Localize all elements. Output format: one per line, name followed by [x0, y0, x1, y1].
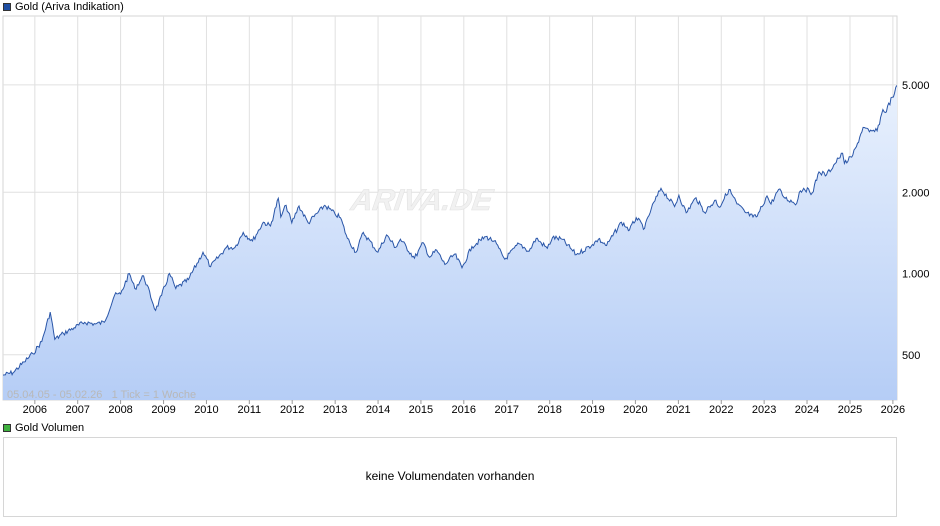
price-legend-swatch — [3, 3, 11, 11]
x-tick-label: 2008 — [108, 404, 132, 416]
x-tick-label: 2014 — [366, 404, 390, 416]
price-chart: ARIVA.DE 500 1.000 2.000 5.000 2006 2007 2008… — [2, 15, 930, 416]
x-tick-label: 2024 — [795, 404, 819, 416]
price-line — [3, 85, 897, 377]
volume-legend-label: Gold Volumen — [15, 422, 85, 434]
y-axis: 500 1.000 2.000 5.000 — [902, 80, 930, 362]
volume-legend: Gold Volumen — [3, 421, 84, 435]
x-tick-label: 2011 — [237, 404, 261, 416]
price-area — [3, 85, 897, 400]
x-tick-label: 2009 — [151, 404, 175, 416]
volume-panel: keine Volumendaten vorhanden — [3, 437, 897, 517]
x-tick-label: 2006 — [23, 404, 47, 416]
y-tick-label: 5.000 — [902, 80, 930, 92]
x-tick-label: 2026 — [881, 404, 905, 416]
x-tick-label: 2017 — [495, 404, 519, 416]
volume-empty-message: keine Volumendaten vorhanden — [365, 469, 535, 483]
x-tick-label: 2022 — [709, 404, 733, 416]
y-tick-label: 500 — [902, 350, 920, 362]
volume-legend-swatch — [3, 424, 11, 432]
x-tick-label: 2012 — [280, 404, 304, 416]
x-tick-label: 2010 — [194, 404, 218, 416]
x-tick-label: 2025 — [838, 404, 862, 416]
x-tick-label: 2015 — [409, 404, 433, 416]
date-range-note: 05.04.05 - 05.02.26 1 Tick = 1 Woche — [7, 389, 196, 401]
x-tick-label: 2016 — [452, 404, 476, 416]
x-axis: 2006 2007 2008 2009 2010 2011 2012 2013 2014 2015… — [23, 400, 905, 416]
watermark: ARIVA.DE — [348, 184, 496, 217]
y-tick-label: 2.000 — [902, 187, 930, 199]
x-tick-label: 2021 — [666, 404, 690, 416]
price-legend: Gold (Ariva Indikation) — [3, 0, 124, 14]
x-tick-label: 2023 — [752, 404, 776, 416]
x-tick-label: 2019 — [580, 404, 604, 416]
y-tick-label: 1.000 — [902, 269, 930, 281]
x-tick-label: 2013 — [323, 404, 347, 416]
x-tick-label: 2020 — [623, 404, 647, 416]
x-tick-label: 2018 — [537, 404, 561, 416]
price-legend-label: Gold (Ariva Indikation) — [15, 1, 124, 13]
x-tick-label: 2007 — [65, 404, 89, 416]
